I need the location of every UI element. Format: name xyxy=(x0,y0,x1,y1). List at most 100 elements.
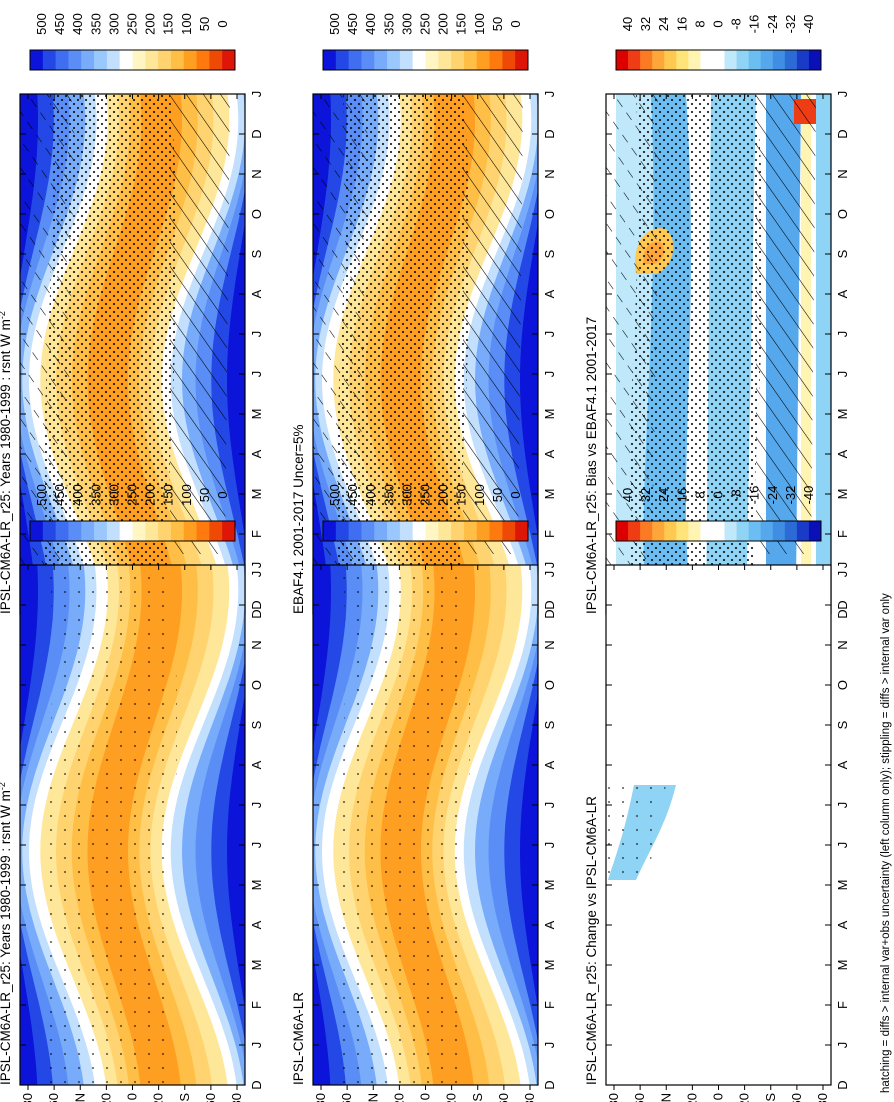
lat-label: 20 xyxy=(391,1093,406,1102)
month-label: D xyxy=(542,609,557,618)
month-label: J xyxy=(835,571,850,578)
colorbar-swatch xyxy=(30,521,44,541)
colorbar-swatch xyxy=(688,50,701,70)
stippling xyxy=(628,94,764,614)
colorbar-swatch xyxy=(374,50,388,70)
lat-label: 20 xyxy=(151,1093,166,1102)
month-label: J xyxy=(835,562,850,569)
hatching xyxy=(313,94,368,614)
colorbar-frame xyxy=(322,520,529,542)
colorbar-swatch xyxy=(132,521,146,541)
month-label: F xyxy=(835,530,850,538)
colorbar-swatch xyxy=(55,50,69,70)
lat-label: 80 xyxy=(20,1093,35,1102)
colorbar-label: 40 xyxy=(620,17,635,31)
colorbar-label: 400 xyxy=(363,484,378,506)
colorbar-label: 350 xyxy=(381,484,396,506)
month-label: S xyxy=(542,720,557,729)
colorbar-label: 0 xyxy=(711,491,726,498)
colorbar-swatch xyxy=(335,521,350,541)
footnote: hatching = diffs > internal var+obs unce… xyxy=(880,593,892,1093)
colorbar-swatch xyxy=(616,521,629,541)
colorbar-swatch xyxy=(463,50,478,70)
lat-label: °S xyxy=(763,1093,778,1102)
month-label: J xyxy=(249,91,264,98)
month-label: J xyxy=(249,571,264,578)
colorbar-frame xyxy=(29,49,236,71)
panel-title: EBAF4.1 2001-2017 Uncer=5% xyxy=(291,425,306,615)
colorbar-swatch xyxy=(68,50,82,70)
colorbar-swatch xyxy=(387,50,401,70)
month-label: D xyxy=(249,129,264,138)
colorbar-label: -32 xyxy=(783,15,798,34)
colorbar-swatch xyxy=(748,521,762,541)
colorbar-swatch xyxy=(425,521,439,541)
colorbar-swatch xyxy=(652,521,665,541)
lat-label: 60 xyxy=(203,1093,218,1102)
panel-model_clim_left: DJFMAMJJASONDJ8060°N20020°S6080IPSL-CM6A… xyxy=(0,13,264,636)
colorbar-swatch xyxy=(387,521,401,541)
month-label: F xyxy=(249,530,264,538)
month-label: M xyxy=(542,880,557,891)
colorbar-swatch xyxy=(170,50,185,70)
month-label: O xyxy=(835,680,850,690)
colorbar-swatch xyxy=(55,521,69,541)
colorbar-label: 24 xyxy=(656,488,671,502)
colorbar-swatch xyxy=(183,521,198,541)
colorbar-label: 500 xyxy=(34,484,49,506)
colorbar-label: 250 xyxy=(125,484,140,506)
colorbar-swatch xyxy=(688,521,701,541)
colorbar-label: 450 xyxy=(345,13,360,35)
month-label: O xyxy=(542,209,557,219)
month-label: D xyxy=(542,600,557,609)
colorbar-swatch xyxy=(712,50,726,70)
contour-band xyxy=(816,94,831,614)
colorbar-label: 200 xyxy=(436,13,451,35)
month-label: A xyxy=(249,289,264,298)
colorbar-swatch xyxy=(736,50,750,70)
colorbar-swatch xyxy=(158,521,172,541)
colorbar-swatch xyxy=(724,50,738,70)
colorbar-swatch xyxy=(106,50,121,70)
colorbar-label: -40 xyxy=(801,15,816,34)
month-label: J xyxy=(249,562,264,569)
colorbar-label: -8 xyxy=(729,18,744,30)
month-label: D xyxy=(542,129,557,138)
month-label: J xyxy=(542,802,557,809)
lat-label: °S xyxy=(177,1093,192,1102)
stippling xyxy=(335,94,471,614)
lat-label: 20 xyxy=(444,1093,459,1102)
colorbar-swatch xyxy=(760,521,774,541)
month-label: O xyxy=(542,680,557,690)
colorbar-label: 400 xyxy=(70,484,85,506)
colorbar-label: 50 xyxy=(490,17,505,31)
colorbar-swatch xyxy=(676,50,689,70)
colorbar-label: 100 xyxy=(472,13,487,35)
lat-label: °S xyxy=(470,1093,485,1102)
month-label: J xyxy=(542,562,557,569)
colorbar-label: 0 xyxy=(215,20,230,27)
month-label: J xyxy=(542,371,557,378)
colorbar-swatch xyxy=(335,50,350,70)
colorbar-swatch xyxy=(712,521,726,541)
colorbar-swatch xyxy=(652,50,665,70)
month-label: M xyxy=(249,960,264,971)
panel-title: IPSL-CM6A-LR_r25: Bias vs EBAF4.1 2001-2… xyxy=(584,317,599,614)
month-label: J xyxy=(249,371,264,378)
colorbar-swatch xyxy=(700,521,713,541)
colorbar-swatch xyxy=(196,50,210,70)
month-label: J xyxy=(835,1042,850,1049)
month-label: M xyxy=(542,960,557,971)
stippling xyxy=(42,565,178,1085)
colorbar-label: 50 xyxy=(490,488,505,502)
colorbar-swatch xyxy=(476,521,491,541)
colorbar-swatch xyxy=(451,50,465,70)
lat-label: 80 xyxy=(229,1093,244,1102)
month-label: N xyxy=(542,169,557,178)
colorbar-label: 500 xyxy=(34,13,49,35)
colorbar-swatch xyxy=(515,50,529,70)
colorbar-label: 150 xyxy=(454,13,469,35)
month-label: A xyxy=(835,449,850,458)
